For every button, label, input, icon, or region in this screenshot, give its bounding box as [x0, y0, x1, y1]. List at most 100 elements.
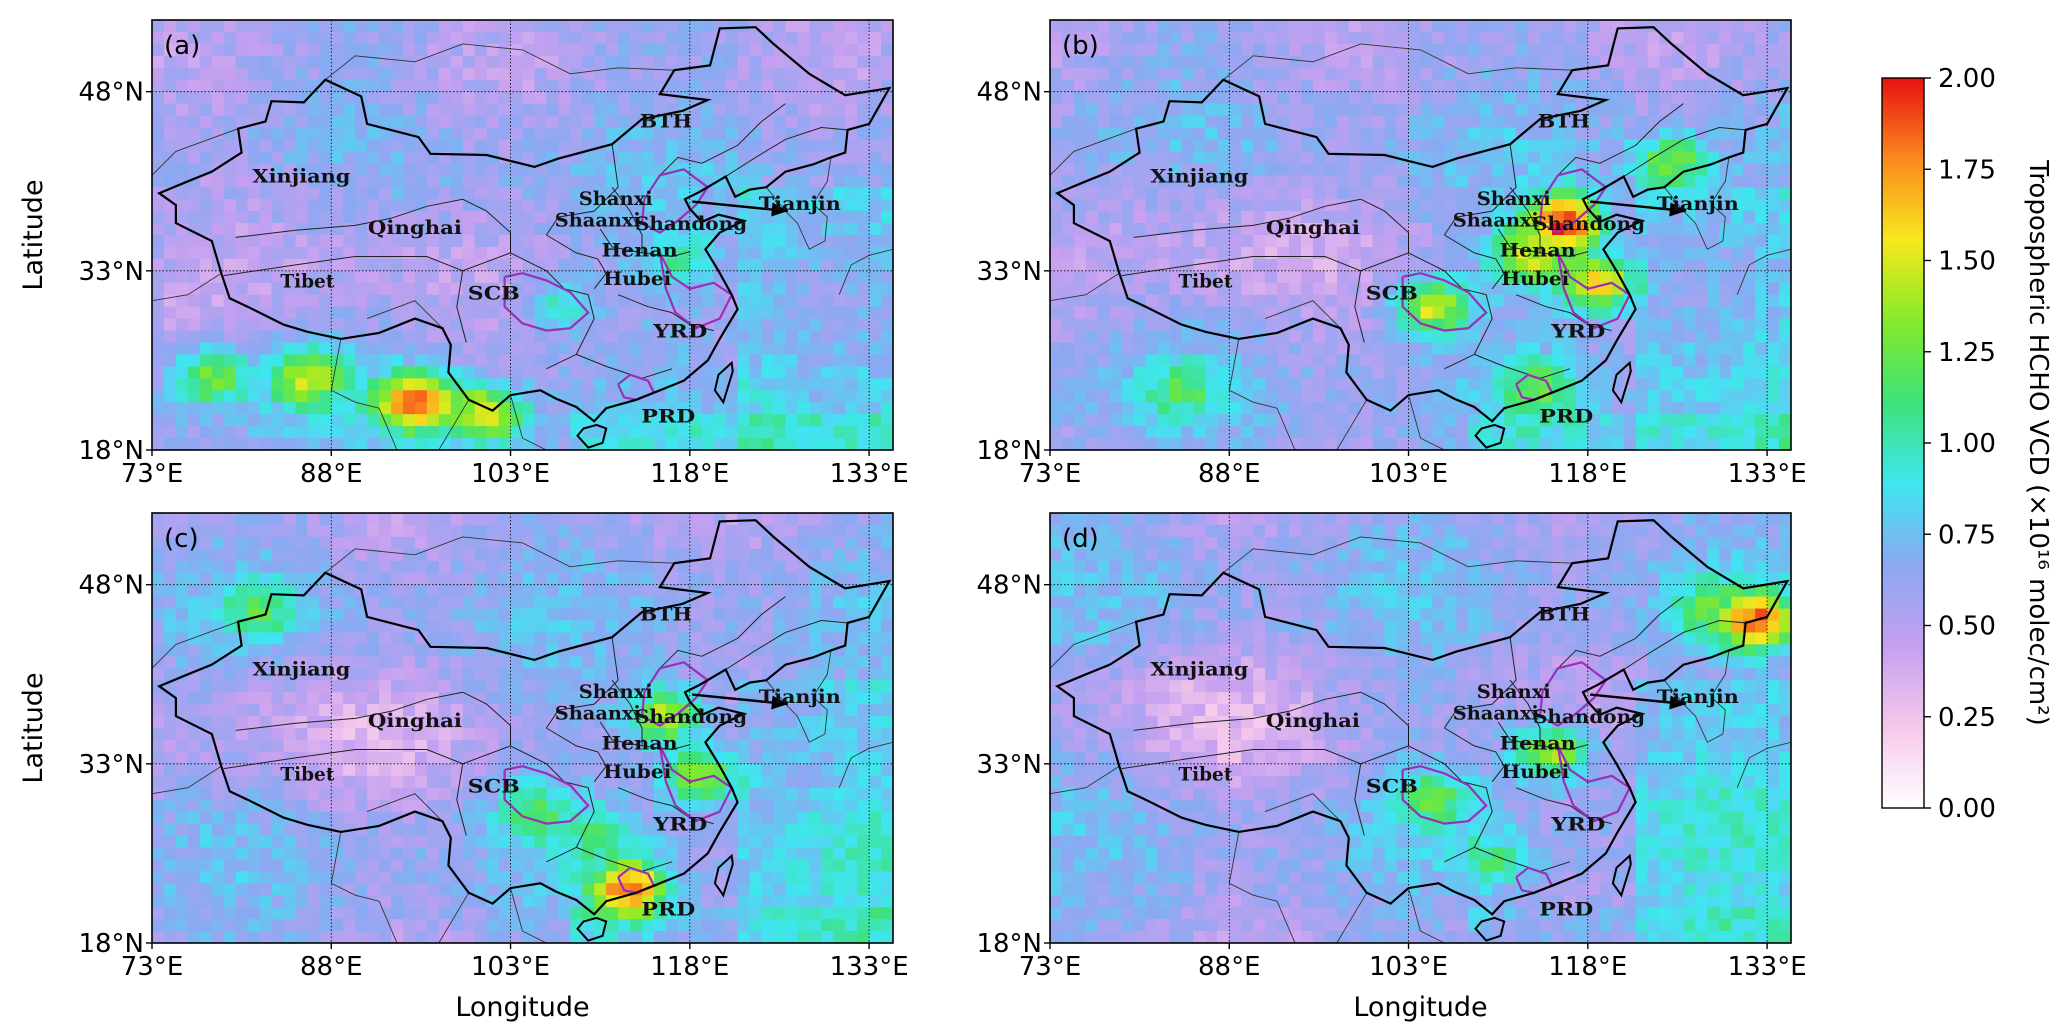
- colorbar-tick-label: 2.00: [1938, 64, 1996, 94]
- colorbar-ramp: [1881, 77, 1925, 809]
- region-label-bth: BTH: [640, 111, 692, 133]
- colorbar-tick-label: 1.25: [1938, 338, 1996, 368]
- map-panels: XinjiangQinghaiTibetSCBBTHShanxiShaanxiS…: [18, 19, 1807, 1023]
- province-border: [1474, 353, 1571, 379]
- x-tick-label: 118°E: [650, 459, 729, 489]
- region-label-prd: PRD: [1539, 406, 1593, 428]
- province-border: [1509, 679, 1541, 746]
- neighbour-border: [1223, 536, 1573, 574]
- x-tick-label: 88°E: [1198, 459, 1261, 489]
- y-tick-label: 18°N: [976, 436, 1042, 466]
- province-border: [1623, 126, 1746, 177]
- taiwan-border: [1611, 360, 1632, 405]
- study-region-border: [503, 272, 590, 332]
- region-label-xinjiang: Xinjiang: [1150, 658, 1248, 680]
- panel-label: (c): [164, 524, 199, 554]
- region-label-tibet: Tibet: [280, 764, 334, 786]
- province-border: [1443, 144, 1517, 236]
- study-region-border: [1401, 765, 1488, 825]
- province-border: [1509, 186, 1541, 253]
- neighbour-border: [1408, 887, 1445, 943]
- y-tick-label: 48°N: [976, 571, 1042, 601]
- neighbour-border: [325, 536, 675, 574]
- y-tick-label: 48°N: [976, 78, 1042, 108]
- colorbar-tick-label: 0.75: [1938, 520, 1996, 550]
- study-region-border: [658, 745, 734, 823]
- region-label-scb: SCB: [1366, 776, 1418, 798]
- taiwan-border: [1611, 853, 1632, 898]
- province-border: [725, 126, 848, 177]
- province-border: [1443, 637, 1517, 729]
- region-label-henan: Henan: [602, 240, 678, 262]
- region-label-shaanxi: Shaanxi: [555, 703, 641, 725]
- hcho-field: [1050, 513, 1791, 943]
- neighbour-border: [1336, 399, 1368, 450]
- map-panel-b: Xinjiang Qinghai Tibet SCB BTH ShanxiShaanxiS…: [976, 19, 1807, 489]
- hainan-border: [576, 423, 608, 449]
- x-tick-label: 88°E: [300, 952, 363, 982]
- colorbar-tick-label: 0.50: [1938, 612, 1996, 642]
- region-label-yrd: YRD: [652, 814, 707, 836]
- neighbour-border: [1050, 765, 1120, 795]
- colorbar-tick-label: 0.25: [1938, 703, 1996, 733]
- region-label-bth: BTH: [1538, 111, 1590, 133]
- neighbour-border: [838, 248, 893, 295]
- region-label-xinjiang: Xinjiang: [1150, 165, 1248, 187]
- region-label-prd: PRD: [641, 406, 695, 428]
- province-border: [1444, 727, 1505, 783]
- y-tick-label: 48°N: [78, 571, 144, 601]
- china-border: [156, 519, 892, 916]
- x-tick-label: 88°E: [1198, 952, 1261, 982]
- colorbar: 0.00 0.25 0.50 0.75 1.00 1.25 1.50 1.75 2.00 Trop…: [1881, 64, 2053, 824]
- province-border: [1623, 619, 1746, 670]
- province-border: [576, 353, 673, 379]
- province-border: [235, 691, 463, 731]
- region-label-shaanxi: Shaanxi: [555, 210, 641, 232]
- region-label-tibet: Tibet: [280, 271, 334, 293]
- x-tick-label: 73°E: [121, 459, 184, 489]
- y-axis-label: Latitude: [18, 179, 49, 290]
- region-label-tibet: Tibet: [1178, 764, 1232, 786]
- province-border: [611, 679, 643, 746]
- region-label-prd: PRD: [641, 899, 695, 921]
- colorbar-tick-label: 1.50: [1938, 247, 1996, 277]
- x-tick-label: 103°E: [1369, 952, 1448, 982]
- province-border: [1474, 846, 1571, 872]
- neighbour-border: [765, 157, 832, 250]
- y-tick-label: 48°N: [78, 78, 144, 108]
- neighbour-border: [325, 43, 675, 81]
- tianjin-arrow-head: [1669, 695, 1686, 710]
- x-tick-label: 133°E: [830, 459, 909, 489]
- hainan-border: [576, 916, 608, 942]
- region-label-tianjin: Tianjin: [759, 193, 841, 215]
- neighbour-border: [152, 272, 222, 302]
- x-axis-label: Longitude: [1353, 992, 1487, 1023]
- province-border: [1599, 103, 1684, 164]
- region-label-henan: Henan: [602, 733, 678, 755]
- region-label-bth: BTH: [640, 604, 692, 626]
- hainan-border: [1474, 916, 1506, 942]
- province-border: [1133, 198, 1361, 238]
- neighbour-border: [765, 650, 832, 743]
- study-region-border: [503, 765, 590, 825]
- neighbour-border: [838, 741, 893, 788]
- province-border: [1599, 596, 1684, 657]
- region-label-qinghai: Qinghai: [368, 710, 462, 732]
- china-border: [156, 26, 892, 423]
- province-border: [576, 846, 673, 872]
- colorbar-title: Tropospheric HCHO VCD (×10¹⁶ molec/cm²): [2023, 159, 2053, 726]
- y-tick-label: 33°N: [78, 750, 144, 780]
- region-label-scb: SCB: [1366, 283, 1418, 305]
- y-tick-label: 33°N: [976, 750, 1042, 780]
- x-tick-label: 103°E: [471, 952, 550, 982]
- region-label-yrd: YRD: [1550, 814, 1605, 836]
- taiwan-border: [713, 853, 734, 898]
- neighbour-border: [366, 300, 443, 329]
- province-border: [611, 186, 643, 253]
- neighbour-border: [1223, 43, 1573, 81]
- region-label-qinghai: Qinghai: [368, 217, 462, 239]
- neighbour-border: [330, 831, 398, 943]
- region-label-shandong: Shandong: [635, 706, 747, 728]
- province-border: [546, 234, 607, 290]
